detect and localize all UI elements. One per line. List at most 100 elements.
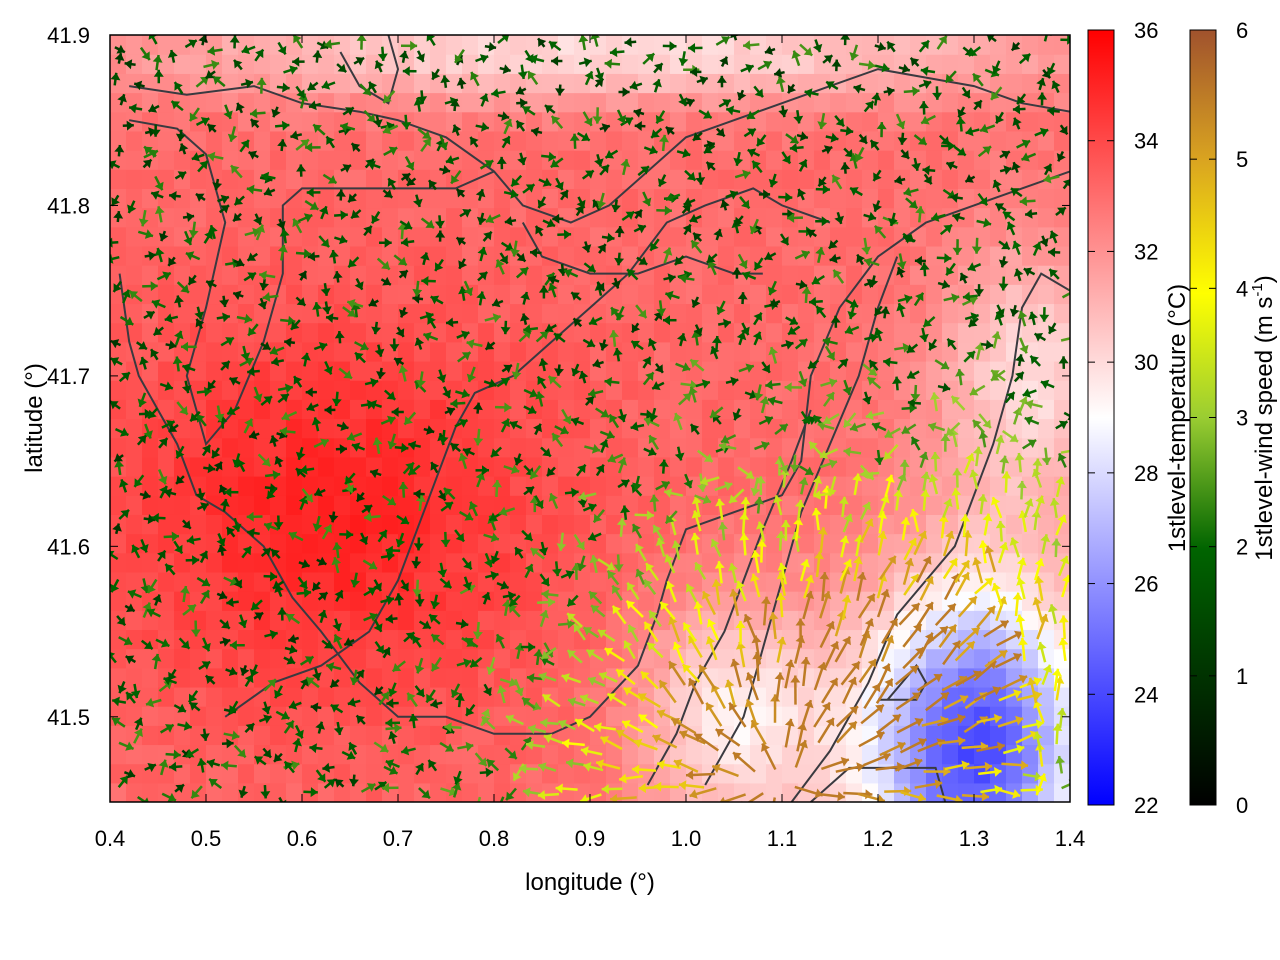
heatmap-cell (766, 92, 783, 113)
heatmap-cell (174, 725, 191, 746)
heatmap-cell (926, 533, 943, 554)
heatmap-cell (686, 73, 703, 94)
heatmap-cell (558, 495, 575, 515)
heatmap-cell (942, 686, 959, 707)
heatmap-cell (974, 476, 991, 496)
heatmap-cell (334, 782, 351, 802)
heatmap-cell (894, 456, 911, 477)
heatmap-cell (670, 284, 687, 305)
heatmap-cell (270, 284, 287, 305)
heatmap-cell (974, 265, 991, 285)
heatmap-cell (574, 725, 591, 746)
heatmap-cell (398, 476, 415, 496)
wind-vector-head (144, 408, 152, 419)
heatmap-cell (654, 763, 671, 784)
heatmap-cell (862, 35, 879, 55)
heatmap-cell (974, 399, 991, 420)
heatmap-cell (222, 552, 239, 573)
heatmap-cell (766, 399, 783, 420)
heatmap-cell (718, 341, 735, 362)
heatmap-cell (286, 686, 303, 707)
heatmap-cell (382, 629, 399, 650)
heatmap-cell (1054, 437, 1070, 458)
heatmap-cell (1038, 782, 1055, 802)
heatmap-cell (142, 360, 159, 381)
heatmap-cell (830, 35, 847, 55)
heatmap-cell (414, 437, 431, 458)
heatmap-cell (350, 610, 367, 631)
heatmap-cell (542, 226, 559, 247)
heatmap-cell (510, 629, 527, 650)
heatmap-cell (670, 399, 687, 420)
heatmap-cell (542, 111, 559, 132)
heatmap-cell (318, 648, 335, 669)
heatmap-cell (206, 188, 223, 209)
heatmap-cell (846, 399, 863, 420)
wind-vector-head (237, 748, 246, 758)
heatmap-cell (798, 322, 815, 343)
heatmap-cell (1054, 245, 1070, 266)
heatmap-cell (718, 456, 735, 477)
heatmap-cell (766, 629, 783, 650)
heatmap-cell (142, 648, 159, 669)
heatmap-cell (206, 514, 223, 535)
wind-vector-head (110, 339, 120, 349)
heatmap-cell (190, 495, 207, 515)
heatmap-cell (542, 380, 559, 400)
heatmap-cell (862, 111, 879, 132)
heatmap-cell (398, 399, 415, 420)
heatmap-cell (750, 207, 767, 228)
heatmap-cell (158, 514, 175, 535)
heatmap-cell (878, 188, 895, 209)
wind-vector-head (113, 283, 122, 292)
wind-vector-head (123, 636, 133, 646)
wind-vector-head (174, 82, 183, 91)
wind-vector-head (277, 45, 287, 55)
heatmap-cell (318, 265, 335, 285)
heatmap-cell (1038, 514, 1055, 535)
heatmap-cell (846, 207, 863, 228)
heatmap-cell (1054, 782, 1070, 802)
wind-vector-head (284, 383, 293, 394)
heatmap-cell (670, 456, 687, 477)
wind-vector-head (257, 300, 268, 310)
heatmap-cell (782, 591, 799, 611)
heatmap-cell (1038, 399, 1055, 420)
heatmap-cell (750, 303, 767, 324)
wind-vector-head (274, 456, 284, 465)
wind-vector-head (137, 398, 147, 407)
heatmap-cell (958, 169, 975, 189)
heatmap-cell (1022, 744, 1039, 765)
heatmap-cell (654, 629, 671, 650)
wind-vector-head (262, 749, 271, 758)
heatmap-cell (846, 226, 863, 247)
heatmap-cell (830, 188, 847, 209)
heatmap-cell (574, 437, 591, 458)
heatmap-cell (254, 725, 271, 746)
heatmap-cell (334, 322, 351, 343)
heatmap-cell (206, 686, 223, 707)
heatmap-cell (814, 610, 831, 631)
wind-vector-head (110, 550, 115, 558)
heatmap-cell (126, 514, 143, 535)
heatmap-cell (670, 725, 687, 746)
heatmap-cell (334, 706, 351, 726)
heatmap-cell (222, 150, 239, 170)
heatmap-cell (846, 35, 863, 55)
wind-vector-head (248, 327, 257, 336)
wind-vector-head (195, 193, 205, 202)
heatmap-cell (1006, 418, 1023, 439)
wind-vector-head (320, 238, 330, 248)
wind-vector-head (144, 229, 153, 239)
heatmap-cell (446, 207, 463, 228)
heatmap-cell (366, 476, 383, 496)
heatmap-cell (622, 744, 639, 765)
heatmap-cell (206, 725, 223, 746)
heatmap-cell (286, 92, 303, 113)
wind-vector-head (250, 108, 258, 119)
heatmap-cell (142, 706, 159, 726)
heatmap-cell (430, 303, 447, 324)
heatmap-cell (526, 207, 543, 228)
heatmap-cell (558, 725, 575, 746)
heatmap-cell (894, 73, 911, 94)
